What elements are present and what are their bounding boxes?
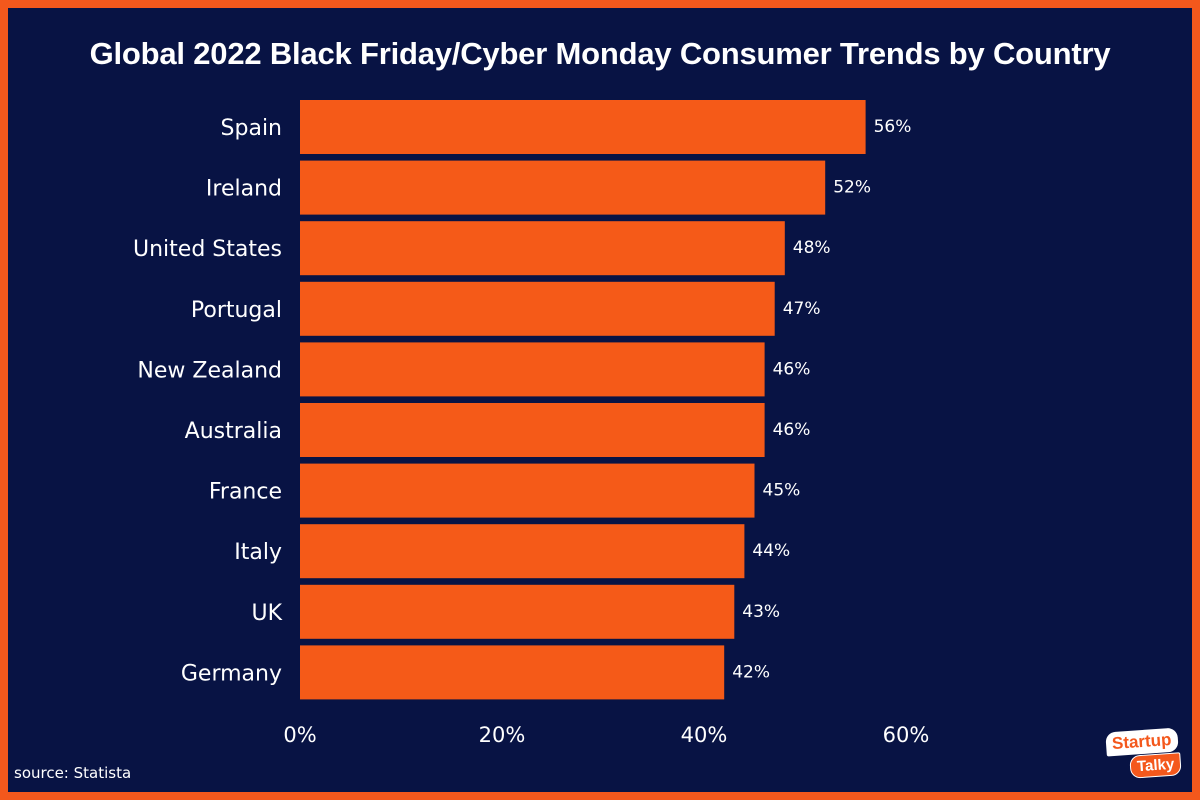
bar-australia [300,403,765,457]
bar-germany [300,645,725,700]
bar-italy [300,524,745,579]
bar-chart: Spain 56% Ireland 52% United States 48% Portug… [133,100,930,747]
value-label-united-states: 48% [793,238,831,258]
value-label-australia: 46% [773,420,811,440]
category-label-spain: Spain [221,116,282,141]
category-label-united-states: United States [133,237,282,262]
x-tick-label-40: 40% [681,723,728,747]
category-label-ireland: Ireland [206,177,282,202]
bar-portugal [300,281,775,336]
chart-title: Global 2022 Black Friday/Cyber Monday Co… [89,36,1111,71]
value-label-germany: 42% [732,662,770,682]
bar-france [300,463,755,518]
value-label-portugal: 47% [783,299,821,319]
value-label-ireland: 52% [833,178,871,198]
category-label-portugal: Portugal [191,298,282,323]
bar-new-zealand [300,342,765,397]
category-label-uk: UK [251,601,282,626]
value-label-new-zealand: 46% [773,359,811,379]
source-note: source: Statista [14,764,132,782]
category-label-france: France [209,480,282,505]
bar-uk [300,584,735,639]
x-tick-label-20: 20% [479,723,526,747]
value-label-uk: 43% [742,602,780,622]
value-label-italy: 44% [752,541,790,561]
category-label-new-zealand: New Zealand [137,358,282,383]
x-tick-label-0: 0% [283,723,316,747]
value-label-france: 45% [763,481,801,501]
startuptalky-logo: Startup Talky [1105,724,1188,784]
bar-spain [300,100,866,154]
category-label-germany: Germany [181,661,282,686]
category-label-italy: Italy [234,540,282,565]
x-tick-label-60: 60% [883,723,930,747]
value-label-spain: 56% [874,117,912,137]
bar-united-states [300,221,785,276]
category-label-australia: Australia [185,419,282,444]
bar-ireland [300,160,826,215]
logo-talky-text: Talky [1129,752,1182,779]
